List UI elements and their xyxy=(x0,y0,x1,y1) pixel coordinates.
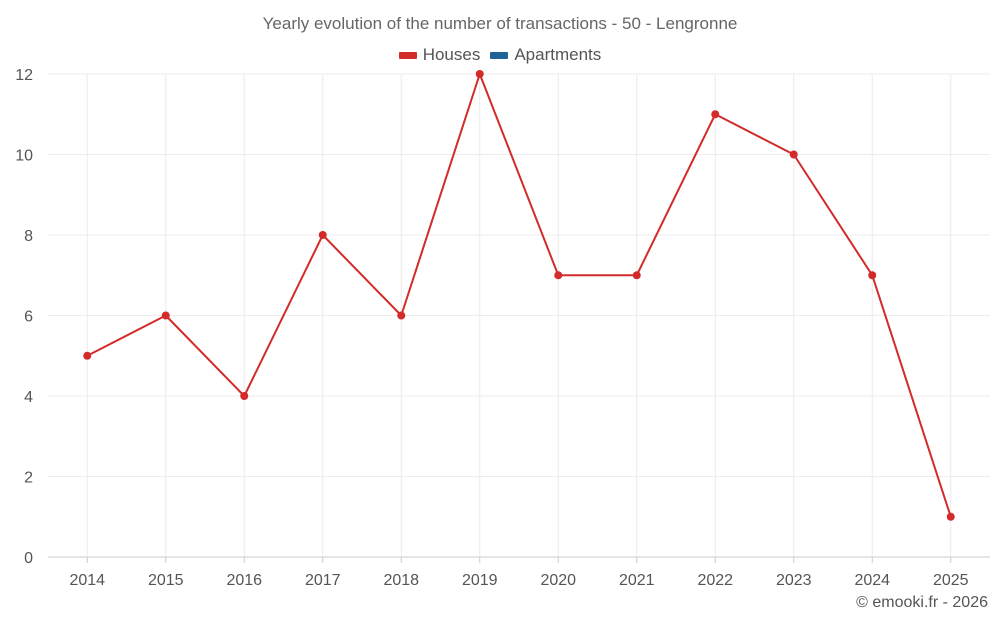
series-layer xyxy=(83,70,955,521)
data-point-houses-2022[interactable] xyxy=(711,110,720,119)
legend-label-houses: Houses xyxy=(422,45,481,64)
data-point-houses-2016[interactable] xyxy=(240,392,249,400)
data-point-houses-2021[interactable] xyxy=(632,271,641,280)
data-point-houses-2018[interactable] xyxy=(397,311,406,320)
data-point-houses-2015[interactable] xyxy=(161,311,170,320)
data-point-houses-2020[interactable] xyxy=(554,271,563,280)
data-point-houses-2024[interactable] xyxy=(868,271,877,280)
credit-text: © emooki.fr - 2026 xyxy=(856,594,988,611)
legend-item-apartments[interactable]: Apartments xyxy=(490,45,601,65)
x-tick-label: 2025 xyxy=(933,572,969,589)
x-axis: 2014 2015 2016 2017 2018 2019 2020 2021 2022 2023… xyxy=(69,557,969,589)
data-point-houses-2025[interactable] xyxy=(946,512,955,521)
x-tick-label: 2018 xyxy=(383,572,419,589)
x-tick-label: 2022 xyxy=(697,572,733,589)
x-tick-label: 2014 xyxy=(69,572,105,589)
x-tick-label: 2016 xyxy=(226,572,262,589)
data-point-houses-2019[interactable] xyxy=(475,70,484,78)
data-point-houses-2014[interactable] xyxy=(83,351,92,360)
x-tick-label: 2024 xyxy=(854,572,890,589)
legend-swatch-apartments xyxy=(490,51,509,59)
y-tick-label: 12 xyxy=(15,67,33,84)
x-tick-label: 2015 xyxy=(148,572,184,589)
x-tick-label: 2021 xyxy=(619,572,655,589)
data-point-houses-2017[interactable] xyxy=(318,231,327,239)
legend-label-apartments: Apartments xyxy=(514,45,602,64)
x-tick-label: 2023 xyxy=(776,572,812,589)
y-tick-label: 2 xyxy=(24,470,33,487)
legend-item-houses[interactable]: Houses xyxy=(398,45,481,65)
x-tick-label: 2017 xyxy=(305,572,341,589)
y-tick-label: 4 xyxy=(24,389,33,406)
data-point-houses-2023[interactable] xyxy=(789,150,798,159)
x-tick-label: 2019 xyxy=(462,572,498,589)
y-tick-label: 0 xyxy=(24,550,33,567)
y-tick-label: 10 xyxy=(15,148,33,165)
y-axis: 0 2 4 6 8 10 12 xyxy=(15,67,33,567)
y-tick-label: 8 xyxy=(24,228,33,245)
series-line-houses xyxy=(86,73,952,518)
x-tick-label: 2020 xyxy=(540,572,576,589)
grid xyxy=(48,73,990,558)
y-tick-label: 6 xyxy=(24,309,33,326)
legend-swatch-houses xyxy=(398,51,417,59)
chart-title: Yearly evolution of the number of transa… xyxy=(262,14,738,33)
legend: Houses Apartments xyxy=(0,45,1000,65)
